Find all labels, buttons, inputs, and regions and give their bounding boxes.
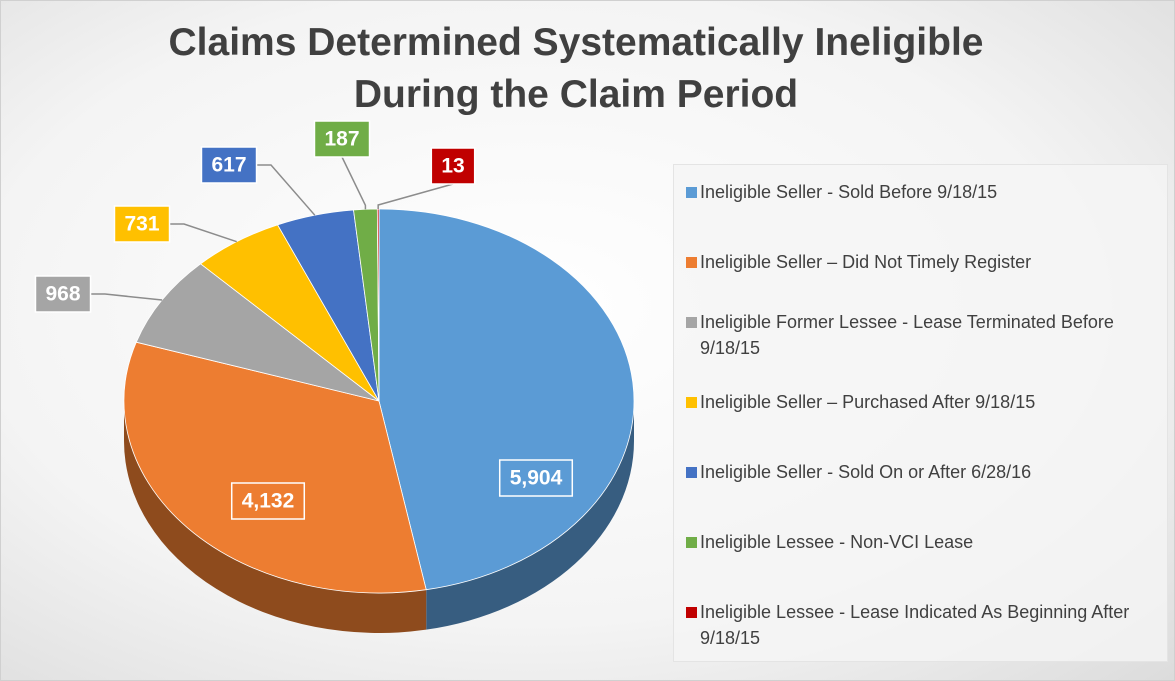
data-label-box — [313, 120, 371, 158]
legend-label: Ineligible Former Lessee - Lease Termina… — [700, 312, 1114, 358]
leader-line — [341, 156, 367, 210]
legend-swatch — [686, 317, 697, 328]
leader-line — [91, 293, 163, 301]
legend-label: Ineligible Seller - Sold On or After 6/2… — [700, 462, 1032, 482]
slice — [123, 341, 427, 594]
leader-line — [257, 164, 316, 216]
slice — [135, 263, 380, 402]
legend-swatch — [686, 537, 697, 548]
legend-label: Ineligible Seller – Did Not Timely Regis… — [700, 252, 1032, 272]
legend-swatch — [686, 467, 697, 478]
legend-item: Ineligible Seller – Purchased After 9/18… — [686, 389, 1170, 415]
data-label-box — [34, 275, 92, 313]
slice-side — [426, 401, 634, 630]
data-label: 4,132 — [242, 490, 295, 513]
legend-label: Ineligible Seller - Sold Before 9/18/15 — [700, 182, 998, 202]
chart-title: Claims Determined Systematically Ineligi… — [168, 21, 984, 64]
legend-swatch — [686, 257, 697, 268]
legend-label: Ineligible Seller – Purchased After 9/18… — [700, 392, 1036, 412]
leader-line — [377, 183, 454, 210]
legend-item: Ineligible Seller - Sold Before 9/18/15 — [686, 179, 1170, 205]
legend-item: Ineligible Seller - Sold On or After 6/2… — [686, 459, 1170, 485]
legend-item: Ineligible Former Lessee - Lease Termina… — [686, 309, 1170, 361]
legend-item: Ineligible Seller – Did Not Timely Regis… — [686, 249, 1170, 275]
legend-swatch — [686, 187, 697, 198]
data-label: 617 — [211, 154, 246, 177]
data-label: 731 — [124, 213, 159, 236]
legend-item: Ineligible Lessee - Non-VCI Lease — [686, 529, 1170, 555]
chart-title: During the Claim Period — [353, 73, 799, 116]
data-label-box — [230, 482, 306, 520]
legend-item: Ineligible Lessee - Lease Indicated As B… — [686, 599, 1170, 651]
leader-line — [170, 223, 237, 243]
data-label-box — [498, 459, 574, 497]
data-label: 5,904 — [510, 467, 563, 490]
data-label: 187 — [324, 128, 359, 151]
data-label-box — [200, 146, 258, 184]
slice-side — [124, 401, 427, 634]
data-label-box — [430, 147, 476, 185]
legend: Ineligible Seller - Sold Before 9/18/15 I… — [673, 164, 1168, 662]
data-label-box — [113, 205, 171, 243]
legend-label: Ineligible Lessee - Lease Indicated As B… — [700, 602, 1130, 648]
legend-swatch — [686, 607, 697, 618]
data-label: 968 — [45, 283, 80, 306]
legend-swatch — [686, 397, 697, 408]
legend-label: Ineligible Lessee - Non-VCI Lease — [700, 532, 974, 552]
data-label: 13 — [441, 155, 464, 178]
